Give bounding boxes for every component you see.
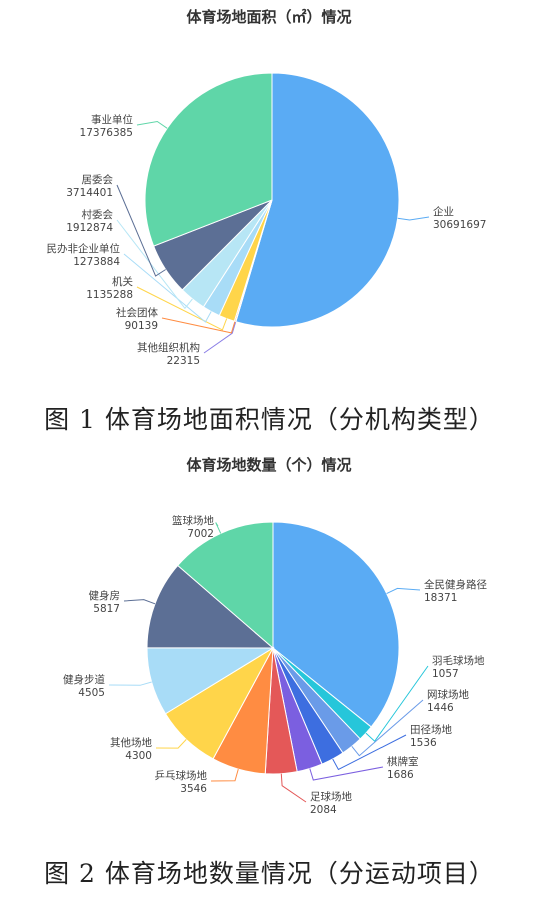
chart-1-label-5: 村委会 <box>82 208 114 221</box>
chart-2-label-8: 健身步道 <box>63 673 105 686</box>
chart-1-leader-0 <box>397 216 430 221</box>
chart-2-leader-1 <box>365 665 429 742</box>
chart-2-slice-0 <box>272 521 400 728</box>
chart-2-leader-2 <box>351 699 424 757</box>
chart-1-leader-1 <box>203 321 237 354</box>
chart-2-value-3: 1536 <box>410 737 437 749</box>
chart-1-value-6: 3714401 <box>66 187 113 199</box>
chart-1-label-4: 民办非企业单位 <box>47 242 121 255</box>
chart-1-label-3: 机关 <box>112 275 133 288</box>
chart-2-value-6: 3546 <box>180 783 207 795</box>
chart-1-value-3: 1135288 <box>86 289 133 301</box>
chart-2-leader-0 <box>386 587 421 595</box>
chart-2-label-10: 篮球场地 <box>172 514 214 527</box>
chart-1-leader-5 <box>116 219 193 310</box>
chart-2-label-0: 全民健身路径 <box>424 578 487 591</box>
chart-2-leader-6 <box>210 768 239 782</box>
chart-2-value-0: 18371 <box>424 592 457 604</box>
chart-1-title: 体育场地面积（㎡）情况 <box>186 8 351 26</box>
chart-1-caption: 图 1 体育场地面积情况（分机构类型） <box>44 405 495 434</box>
chart-2-title: 体育场地数量（个）情况 <box>186 456 351 474</box>
chart-2-leader-4 <box>309 766 384 781</box>
chart-2-value-10: 7002 <box>187 528 214 540</box>
chart-2-leader-10 <box>215 522 222 534</box>
chart-1-leader-7 <box>136 120 168 129</box>
chart-1-leader-4 <box>123 253 212 323</box>
chart-1-value-5: 1912874 <box>66 222 113 234</box>
chart-2-label-3: 田径场地 <box>410 723 452 736</box>
chart-2-slice-9 <box>146 564 275 649</box>
chart-1-value-4: 1273884 <box>73 256 120 268</box>
chart-1-slice-7 <box>144 72 273 247</box>
chart-2-value-9: 5817 <box>93 603 120 615</box>
chart-2-value-8: 4505 <box>78 687 105 699</box>
chart-1-label-2: 社会团体 <box>116 306 158 319</box>
chart-1-value-0: 30691697 <box>433 219 486 231</box>
chart-1-label-6: 居委会 <box>82 173 114 186</box>
chart-2-label-4: 棋牌室 <box>387 755 419 768</box>
chart-1-slice-0 <box>235 72 400 328</box>
chart-2-label-2: 网球场地 <box>427 688 469 701</box>
chart-2-value-2: 1446 <box>427 702 454 714</box>
chart-2-label-1: 羽毛球场地 <box>432 654 485 667</box>
chart-2-value-5: 2084 <box>310 804 337 816</box>
chart-2-leader-9 <box>123 599 156 605</box>
chart-2-label-6: 乒乓球场地 <box>155 769 208 782</box>
chart-1-leader-3 <box>136 286 228 331</box>
chart-2-leader-8 <box>108 681 152 686</box>
chart-1-value-1: 22315 <box>167 355 200 367</box>
chart-1-label-0: 企业 <box>433 205 454 218</box>
chart-2-value-7: 4300 <box>125 750 152 762</box>
chart-1-leader-6 <box>116 184 166 277</box>
chart-2-value-4: 1686 <box>387 769 414 781</box>
chart-2-label-9: 健身房 <box>89 589 121 602</box>
chart-2-value-1: 1057 <box>432 668 459 680</box>
chart-2-leader-5 <box>280 773 307 803</box>
chart-1-label-7: 事业单位 <box>91 113 133 126</box>
chart-2-caption: 图 2 体育场地数量情况（分运动项目） <box>44 859 495 888</box>
chart-1-value-2: 90139 <box>125 320 158 332</box>
chart-1-value-7: 17376385 <box>80 127 133 139</box>
chart-2-label-5: 足球场地 <box>310 790 352 803</box>
chart-1-leader-2 <box>161 317 236 334</box>
chart-2-label-7: 其他场地 <box>110 736 152 749</box>
chart-2-leader-3 <box>332 734 407 771</box>
chart-2-leader-7 <box>155 739 187 749</box>
chart-1-label-1: 其他组织机构 <box>137 341 200 354</box>
